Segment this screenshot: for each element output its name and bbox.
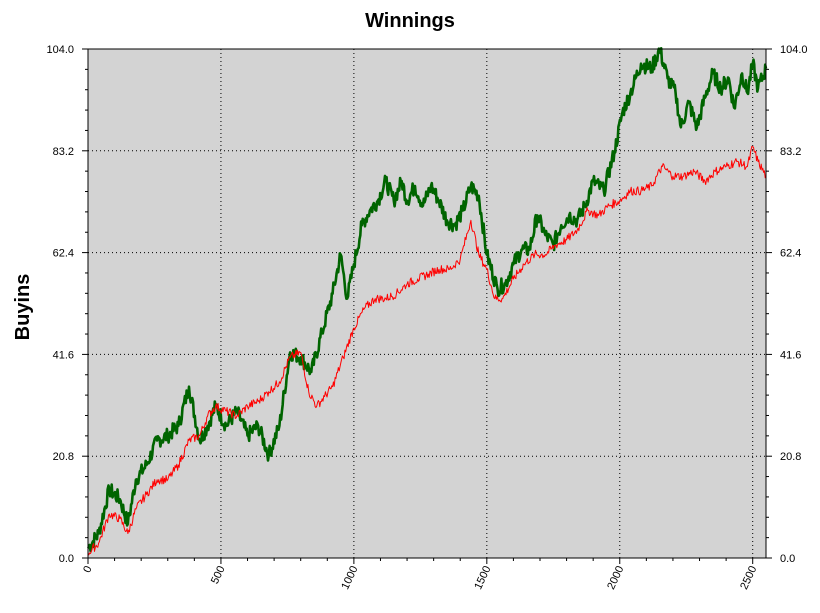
- x-tick-label: 1000: [339, 564, 360, 591]
- y-tick-label-right: 20.8: [780, 451, 801, 463]
- x-tick-label: 2500: [738, 564, 759, 591]
- y-axis-label: Buyins: [12, 274, 34, 341]
- y-tick-label-right: 62.4: [780, 248, 801, 260]
- y-tick-label-left: 0.0: [59, 553, 74, 565]
- y-tick-label-left: 83.2: [53, 146, 74, 158]
- x-tick-label: 500: [209, 564, 228, 586]
- series-line-2: [87, 145, 767, 556]
- x-tick-label: 0: [81, 564, 94, 575]
- chart-title: Winnings: [365, 10, 455, 32]
- grid: [88, 49, 766, 558]
- y-tick-label-right: 104.0: [780, 44, 808, 56]
- y-tick-label-left: 20.8: [53, 451, 74, 463]
- series-layer: [86, 47, 768, 556]
- plot-area: [87, 48, 767, 559]
- axes: 0.0 0.0 20.8 20.8 41.6 41.6 62.4 62.4 83.2 83.2 10…: [46, 44, 807, 591]
- y-tick-label-left: 104.0: [46, 44, 74, 56]
- x-tick-label: 1500: [472, 564, 493, 591]
- y-tick-label-right: 0.0: [780, 553, 795, 565]
- y-tick-label-left: 62.4: [53, 248, 74, 260]
- x-tick-label: 2000: [605, 564, 626, 591]
- y-tick-label-right: 41.6: [780, 349, 801, 361]
- plot-border: [87, 48, 767, 559]
- y-tick-label-right: 83.2: [780, 146, 801, 158]
- series-line-1: [86, 47, 768, 553]
- y-tick-label-left: 41.6: [53, 349, 74, 361]
